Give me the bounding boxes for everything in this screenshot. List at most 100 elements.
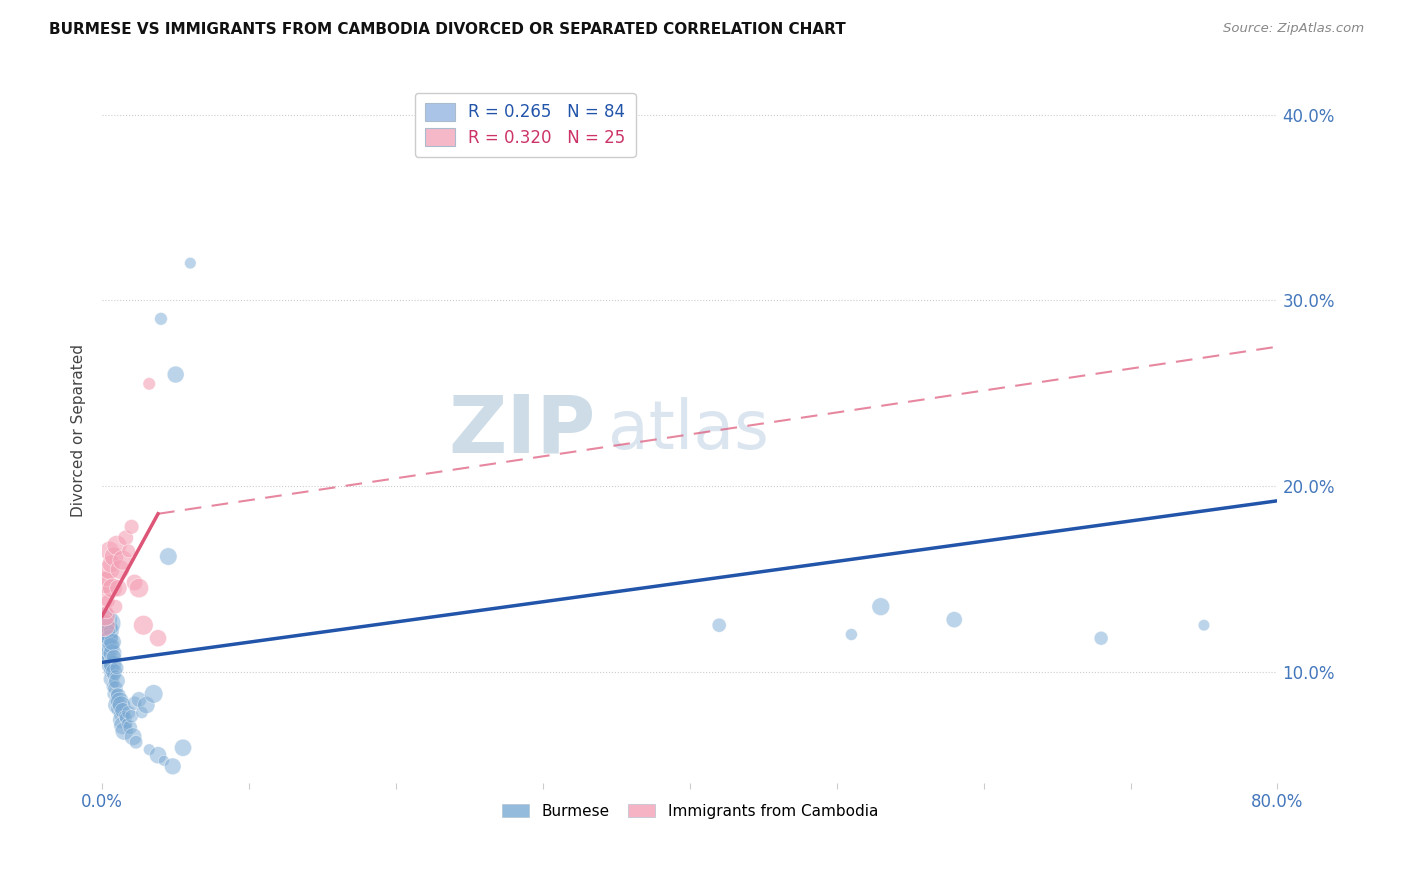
Point [101, 668, 124, 682]
Point [98, 646, 121, 660]
Text: Source: ZipAtlas.com: Source: ZipAtlas.com [1223, 22, 1364, 36]
Point [97, 616, 120, 631]
Point [114, 711, 136, 725]
Point [115, 716, 138, 731]
Point [128, 581, 150, 595]
Point [96, 616, 118, 631]
Point [110, 713, 132, 727]
Point [157, 549, 180, 564]
Text: atlas: atlas [607, 397, 769, 463]
Point [110, 698, 132, 712]
Point [103, 549, 125, 564]
Point [125, 735, 148, 749]
Point [111, 718, 134, 732]
Point [105, 698, 128, 712]
Point [121, 520, 143, 534]
Point [103, 675, 125, 690]
Point [112, 709, 135, 723]
Point [107, 689, 129, 703]
Point [149, 311, 172, 326]
Point [94, 613, 117, 627]
Point [1090, 631, 1112, 645]
Point [135, 698, 157, 712]
Point [94, 642, 117, 657]
Point [105, 538, 128, 552]
Point [93, 624, 115, 638]
Point [98, 562, 121, 576]
Point [97, 631, 120, 645]
Legend: Burmese, Immigrants from Cambodia: Burmese, Immigrants from Cambodia [495, 797, 884, 825]
Point [97, 639, 120, 653]
Point [98, 657, 121, 672]
Point [93, 591, 115, 605]
Point [98, 639, 121, 653]
Point [93, 618, 115, 632]
Point [100, 649, 122, 664]
Point [120, 720, 142, 734]
Point [118, 706, 141, 720]
Point [142, 687, 165, 701]
Point [111, 704, 134, 718]
Point [96, 605, 118, 619]
Point [101, 635, 124, 649]
Point [94, 620, 117, 634]
Point [107, 702, 129, 716]
Point [138, 376, 160, 391]
Point [104, 692, 127, 706]
Point [94, 631, 117, 645]
Point [98, 631, 121, 645]
Point [101, 581, 124, 595]
Point [153, 754, 176, 768]
Point [94, 575, 117, 590]
Point [96, 620, 118, 634]
Point [118, 544, 141, 558]
Point [96, 572, 118, 586]
Text: ZIP: ZIP [449, 392, 596, 469]
Point [121, 709, 143, 723]
Point [107, 581, 129, 595]
Point [108, 562, 131, 576]
Point [94, 608, 117, 623]
Point [101, 680, 124, 694]
Point [93, 631, 115, 645]
Point [122, 730, 145, 744]
Point [97, 624, 120, 638]
Point [104, 599, 127, 614]
Point [101, 646, 124, 660]
Point [105, 687, 128, 701]
Point [103, 649, 125, 664]
Point [114, 531, 136, 545]
Point [869, 599, 891, 614]
Y-axis label: Divorced or Separated: Divorced or Separated [72, 343, 86, 516]
Point [132, 618, 155, 632]
Point [841, 627, 863, 641]
Point [97, 656, 120, 670]
Point [100, 639, 122, 653]
Point [100, 672, 122, 686]
Point [124, 575, 146, 590]
Point [172, 740, 194, 755]
Point [98, 544, 121, 558]
Point [124, 696, 146, 710]
Point [103, 687, 125, 701]
Point [96, 642, 118, 657]
Point [146, 748, 169, 763]
Point [1192, 618, 1215, 632]
Point [103, 665, 125, 679]
Point [111, 553, 134, 567]
Point [100, 661, 122, 675]
Point [709, 618, 731, 632]
Point [138, 742, 160, 756]
Point [128, 692, 150, 706]
Point [112, 724, 135, 739]
Point [179, 256, 201, 270]
Point [98, 665, 121, 679]
Point [165, 368, 187, 382]
Point [93, 637, 115, 651]
Point [96, 635, 118, 649]
Point [943, 613, 966, 627]
Point [108, 694, 131, 708]
Point [97, 594, 120, 608]
Point [146, 631, 169, 645]
Point [97, 646, 120, 660]
